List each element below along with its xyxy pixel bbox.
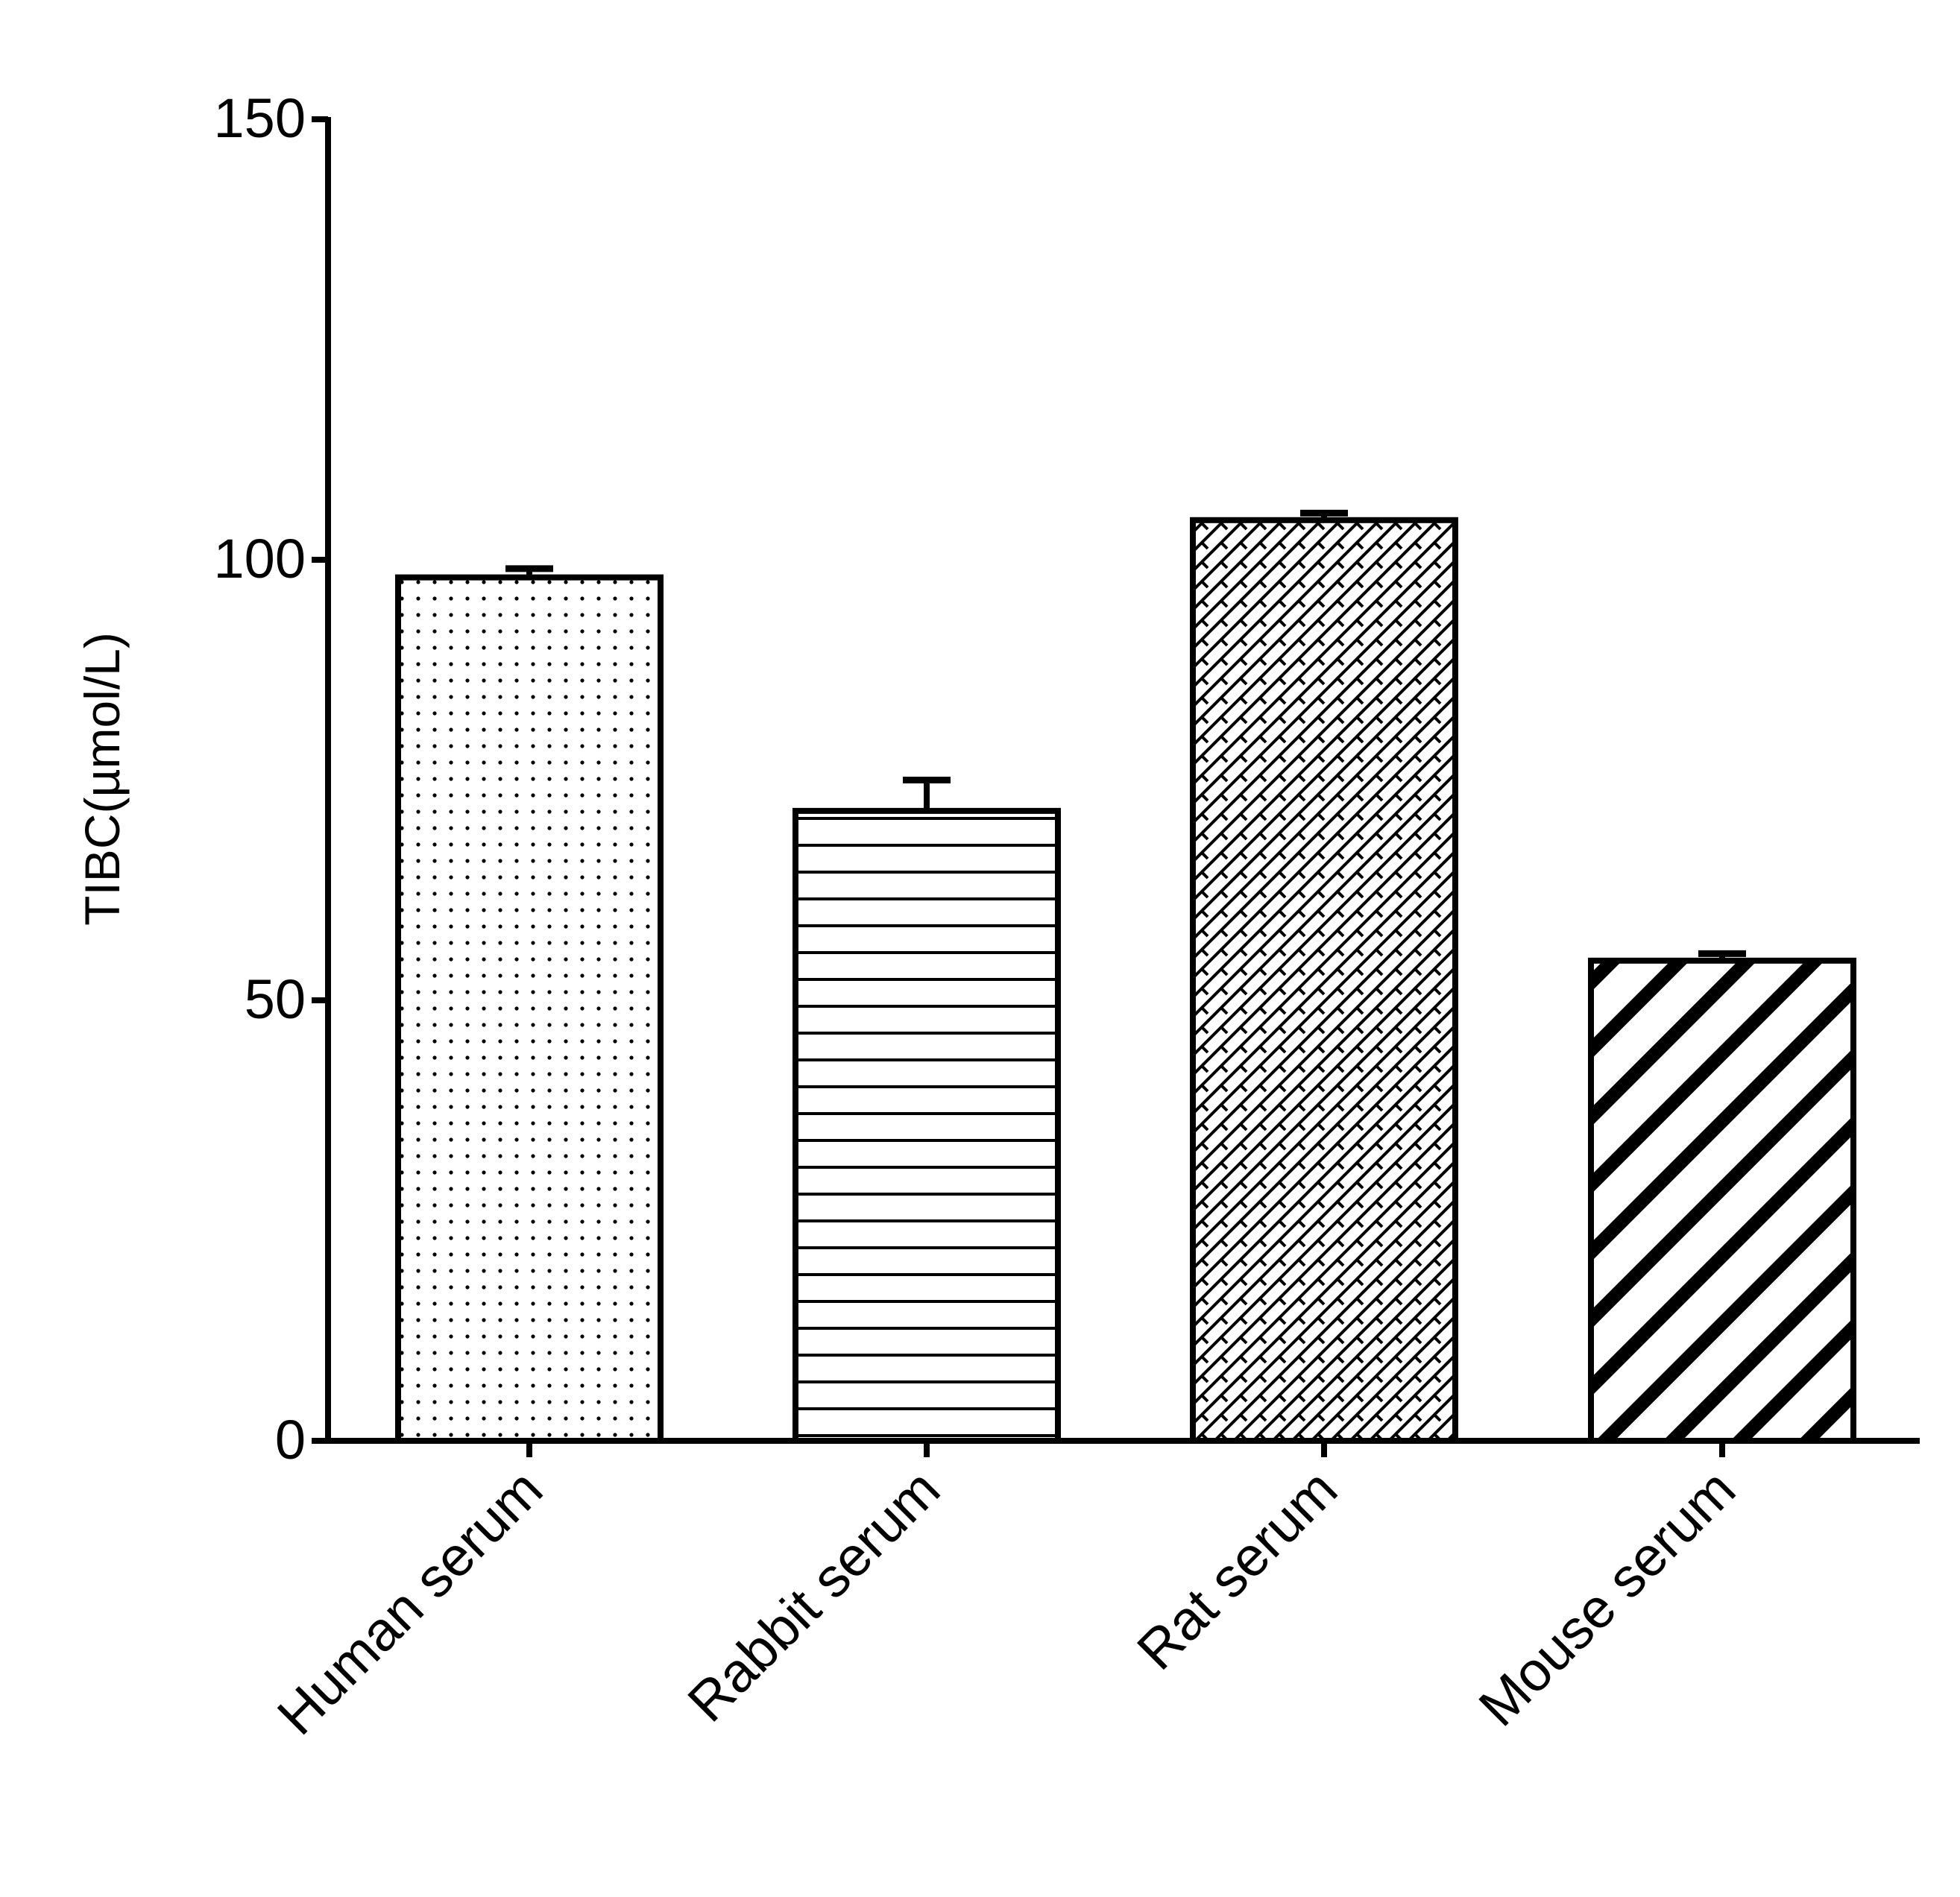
bar-human-serum bbox=[395, 574, 664, 1444]
y-tick-label: 0 bbox=[275, 1409, 306, 1471]
x-tick-label: Human serum bbox=[265, 1458, 554, 1746]
bar-mouse-serum bbox=[1588, 957, 1856, 1445]
x-tick-label: Mouse serum bbox=[1467, 1458, 1748, 1738]
y-axis: 0 50 100 150 bbox=[214, 87, 331, 1471]
bar-rabbit-serum bbox=[792, 807, 1061, 1444]
y-tick-label: 150 bbox=[214, 87, 306, 149]
y-tick-label: 100 bbox=[214, 528, 306, 590]
y-tick-label: 50 bbox=[245, 968, 306, 1030]
x-tick-label: Rabbit serum bbox=[675, 1458, 951, 1734]
x-axis: Human serum Rabbit serum Rat serum Mouse se… bbox=[265, 1438, 1920, 1746]
x-tick-label: Rat serum bbox=[1125, 1458, 1349, 1682]
bar-rat-serum bbox=[1190, 517, 1458, 1444]
bars bbox=[395, 509, 1856, 1445]
y-axis-label: TIBC(µmol/L) bbox=[75, 632, 130, 926]
